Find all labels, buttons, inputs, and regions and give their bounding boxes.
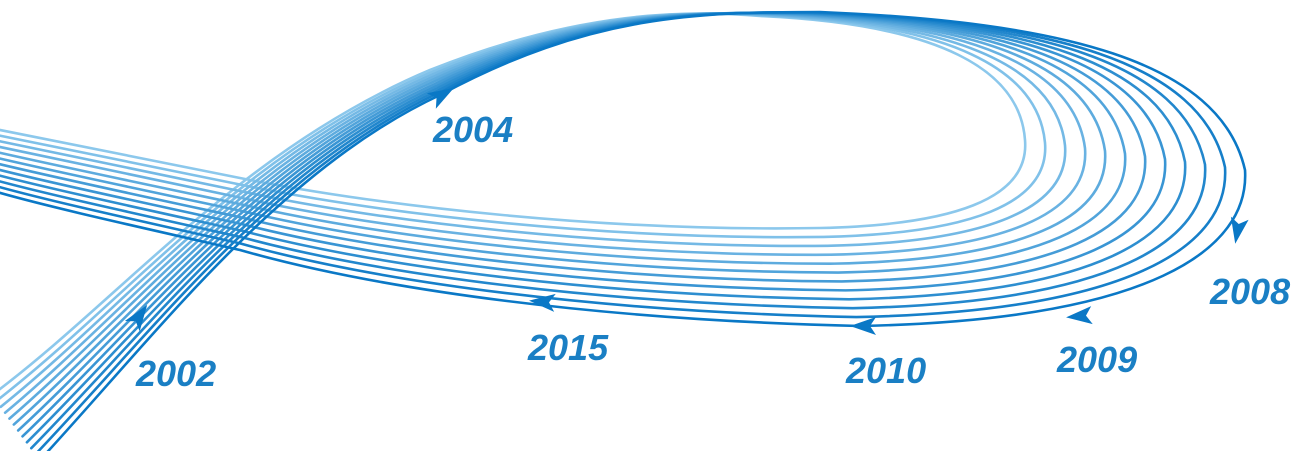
curve-lines — [0, 10, 1247, 456]
year-label-2009: 2009 — [1057, 339, 1138, 380]
curve-arrows — [124, 88, 1249, 335]
curve-line — [0, 11, 1227, 456]
year-label-2015: 2015 — [528, 327, 609, 368]
arrow-2009 — [1066, 306, 1093, 325]
year-label-2002: 2002 — [136, 353, 217, 394]
curve-line — [0, 10, 1247, 456]
year-label-2010: 2010 — [846, 350, 927, 391]
arrow-2008 — [1230, 216, 1249, 244]
curve-line — [0, 12, 1067, 409]
year-label-2008: 2008 — [1210, 271, 1291, 312]
curve-line — [0, 11, 1207, 450]
curve-line — [0, 11, 1167, 438]
arrow-2010 — [850, 317, 876, 335]
curve-line — [0, 12, 1087, 415]
arrow-2015 — [529, 293, 556, 312]
curve-line — [0, 11, 1147, 432]
year-label-2004: 2004 — [433, 109, 514, 150]
curve-line — [0, 11, 1187, 444]
curve-line — [0, 11, 1107, 420]
curve-line — [0, 11, 1127, 426]
arrow-2002 — [124, 304, 148, 332]
curve-line — [0, 12, 1047, 400]
arrow-2004 — [426, 88, 454, 109]
